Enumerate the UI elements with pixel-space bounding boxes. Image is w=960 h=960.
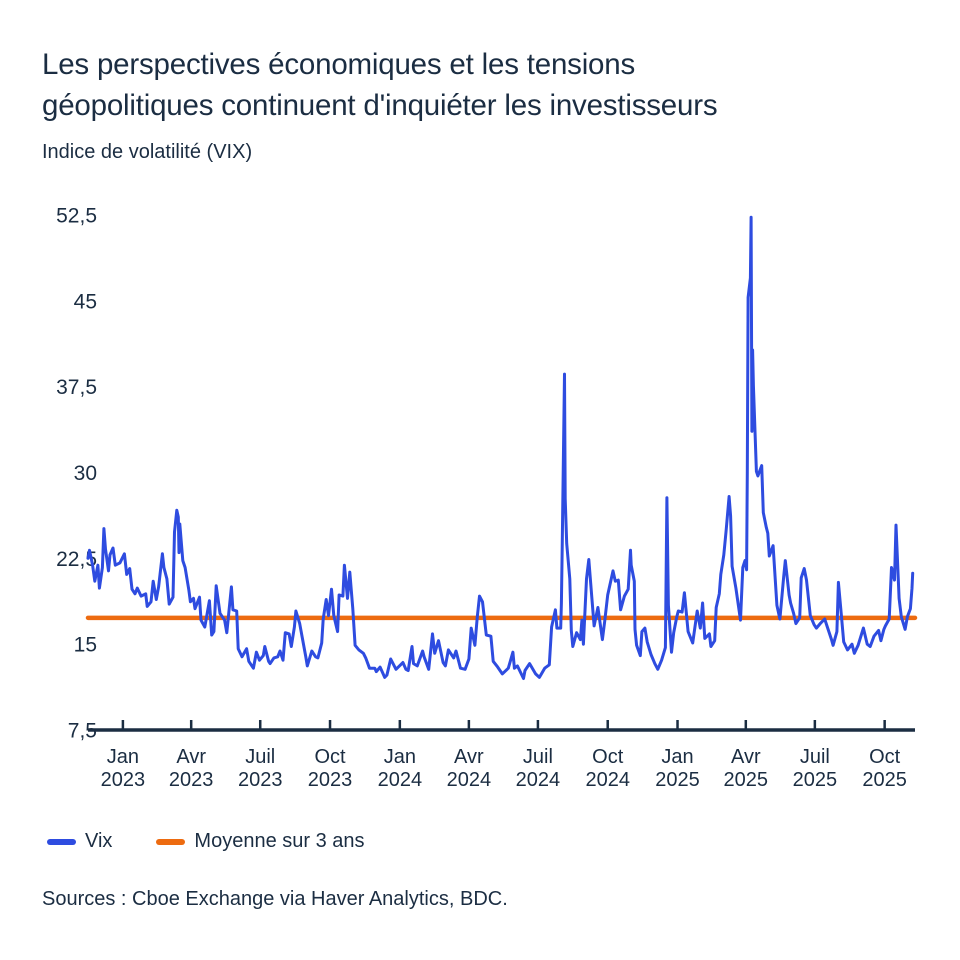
chart-header: Les perspectives économiques et les tens… bbox=[42, 44, 922, 164]
x-tick-month: Oct bbox=[592, 746, 624, 768]
chart-subtitle: Indice de volatilité (VIX) bbox=[42, 141, 253, 163]
chart-legend: Vix Moyenne sur 3 ans bbox=[47, 830, 365, 853]
x-tick-month: Oct bbox=[314, 746, 346, 768]
x-tick-year: 2025 bbox=[862, 769, 907, 791]
x-tick-year: 2024 bbox=[447, 769, 492, 791]
x-tick-month: Jan bbox=[661, 746, 693, 768]
y-tick-label: 7,5 bbox=[68, 720, 97, 743]
x-tick-year: 2025 bbox=[793, 769, 838, 791]
y-tick-label: 37,5 bbox=[56, 376, 97, 399]
legend-label-average: Moyenne sur 3 ans bbox=[194, 830, 365, 852]
x-tick-month: Avr bbox=[176, 746, 206, 768]
x-tick-year: 2023 bbox=[101, 769, 146, 791]
legend-item-average: Moyenne sur 3 ans bbox=[156, 830, 365, 853]
x-tick-month: Avr bbox=[454, 746, 484, 768]
x-tick-year: 2024 bbox=[516, 769, 561, 791]
x-tick-year: 2025 bbox=[724, 769, 769, 791]
x-tick-month: Avr bbox=[731, 746, 761, 768]
y-tick-label: 15 bbox=[74, 634, 97, 657]
legend-item-vix: Vix bbox=[47, 830, 112, 853]
x-tick-month: Oct bbox=[869, 746, 901, 768]
x-tick-year: 2023 bbox=[238, 769, 283, 791]
x-tick-month: Juil bbox=[800, 746, 830, 768]
page-title-line1: Les perspectives économiques et les tens… bbox=[42, 48, 636, 81]
y-tick-label: 22,5 bbox=[56, 548, 97, 571]
page-title: Les perspectives économiques et les tens… bbox=[42, 44, 922, 126]
x-tick-month: Juil bbox=[523, 746, 553, 768]
page-title-line2: géopolitiques continuent d'inquiéter les… bbox=[42, 89, 718, 122]
x-tick-year: 2024 bbox=[585, 769, 630, 791]
x-tick-year: 2023 bbox=[169, 769, 214, 791]
y-tick-label: 45 bbox=[74, 290, 97, 313]
x-tick-year: 2024 bbox=[378, 769, 423, 791]
x-tick-year: 2023 bbox=[308, 769, 353, 791]
source-note: Sources : Cboe Exchange via Haver Analyt… bbox=[42, 888, 508, 910]
vix-line bbox=[86, 215, 915, 680]
average-line-swatch bbox=[156, 838, 186, 845]
vix-line-swatch bbox=[47, 838, 76, 845]
x-tick-month: Jan bbox=[107, 746, 139, 768]
x-tick-year: 2025 bbox=[655, 769, 700, 791]
legend-label-vix: Vix bbox=[85, 830, 113, 852]
x-tick-month: Juil bbox=[245, 746, 275, 768]
x-tick-month: Jan bbox=[384, 746, 416, 768]
y-tick-label: 30 bbox=[74, 462, 97, 485]
y-tick-label: 52,5 bbox=[56, 205, 97, 228]
